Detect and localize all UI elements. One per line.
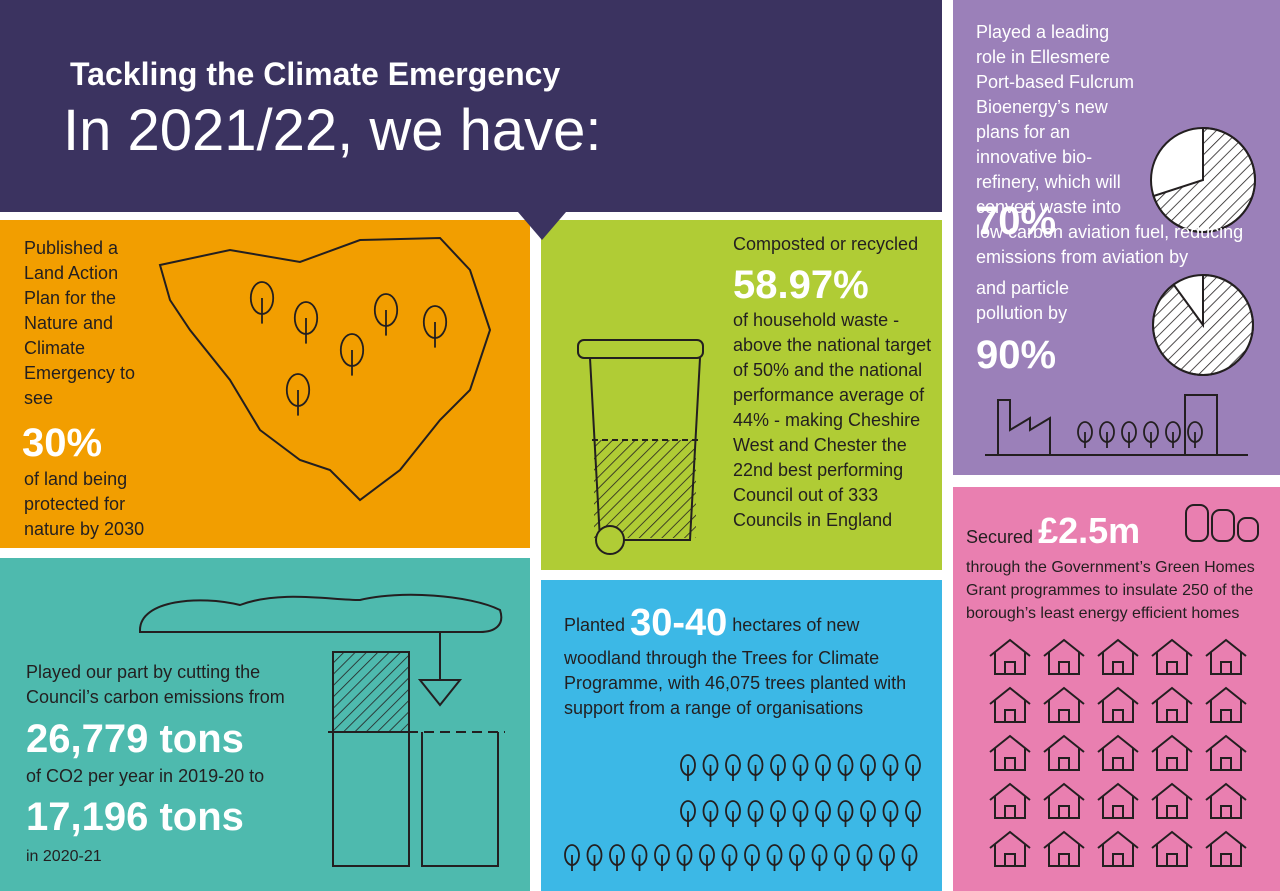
- map-outline: [158, 236, 492, 502]
- house-icon: [1043, 638, 1085, 675]
- carbon-middle: of CO2 per year in 2019-20 to: [26, 766, 265, 786]
- carbon-icon: [139, 593, 505, 867]
- bin-icon: [577, 339, 704, 555]
- house-icon: [1205, 734, 1247, 771]
- house-icon: [989, 638, 1031, 675]
- particle-stat: 90%: [976, 333, 1057, 377]
- house-icon: [1097, 782, 1139, 819]
- waste-stat: 58.97%: [733, 263, 869, 307]
- coin-icon: [1185, 504, 1259, 542]
- carbon-from: 26,779 tons: [26, 717, 244, 761]
- house-icon: [1043, 734, 1085, 771]
- house-icon: [1205, 686, 1247, 723]
- carbon-panel: [0, 558, 530, 891]
- house-icon: [1043, 782, 1085, 819]
- house-icon: [1097, 830, 1139, 867]
- house-icon: [1151, 686, 1193, 723]
- house-icon: [1097, 686, 1139, 723]
- land-intro: Published a Land Action Plan for the Nat…: [24, 238, 136, 408]
- notch: [518, 212, 566, 240]
- land-outro: of land being protected for nature by 20…: [24, 469, 145, 539]
- homes-stat: £2.5m: [1038, 510, 1141, 551]
- carbon-to: 17,196 tons: [26, 795, 244, 839]
- carbon-intro: Played our part by cutting the Council’s…: [26, 662, 285, 707]
- bioenergy-intro-box: Played a leading role in Ellesmere Port-…: [976, 20, 1276, 270]
- subtitle: In 2021/22, we have:: [63, 98, 602, 163]
- house-icon: [1043, 830, 1085, 867]
- bioenergy-panel: [953, 0, 1280, 475]
- header-panel: [0, 0, 942, 212]
- woodland-text: Planted 30-40 hectares of new woodland t…: [564, 600, 939, 721]
- house-icon: [989, 734, 1031, 771]
- house-icon: [1151, 782, 1193, 819]
- land-stat: 30%: [22, 421, 103, 465]
- house-icon: [1205, 830, 1247, 867]
- waste-outro: of household waste - above the national …: [733, 310, 932, 530]
- homes-outro: through the Government’s Green Homes Gra…: [966, 559, 1255, 622]
- woodland-intro: Planted: [564, 615, 626, 635]
- pie-slice: [1152, 126, 1257, 233]
- house-icon: [1205, 638, 1247, 675]
- aviation-stat: 70%: [976, 199, 1057, 243]
- house-icon: [989, 686, 1031, 723]
- pie-slice: [1152, 273, 1254, 376]
- carbon-outro: in 2020-21: [26, 848, 102, 865]
- land-panel: [0, 220, 530, 548]
- woodland-outro: hectares of new woodland through the Tre…: [564, 615, 907, 718]
- bioenergy-intro: Played a leading role in Ellesmere Port-…: [976, 22, 1244, 267]
- waste-intro: Composted or recycled: [733, 234, 919, 254]
- house-icon: [1151, 734, 1193, 771]
- woodland-panel: [541, 580, 942, 891]
- house-icon: [1151, 638, 1193, 675]
- house-icon: [1151, 830, 1193, 867]
- house-icon: [1097, 638, 1139, 675]
- woodland-stat: 30-40: [630, 602, 728, 644]
- house-icon: [1097, 734, 1139, 771]
- house-icon: [1043, 686, 1085, 723]
- homes-intro: Secured: [966, 527, 1034, 547]
- homes-text: Secured £2.5m through the Government’s Gr…: [966, 508, 1276, 625]
- house-icon: [989, 782, 1031, 819]
- factory-icon: [985, 394, 1248, 456]
- house-icon: [1205, 782, 1247, 819]
- house-icon: [989, 830, 1031, 867]
- pie-spacer: [1136, 150, 1276, 220]
- particle-intro: and particle pollution by: [976, 278, 1070, 323]
- title: Tackling the Climate Emergency: [70, 56, 561, 92]
